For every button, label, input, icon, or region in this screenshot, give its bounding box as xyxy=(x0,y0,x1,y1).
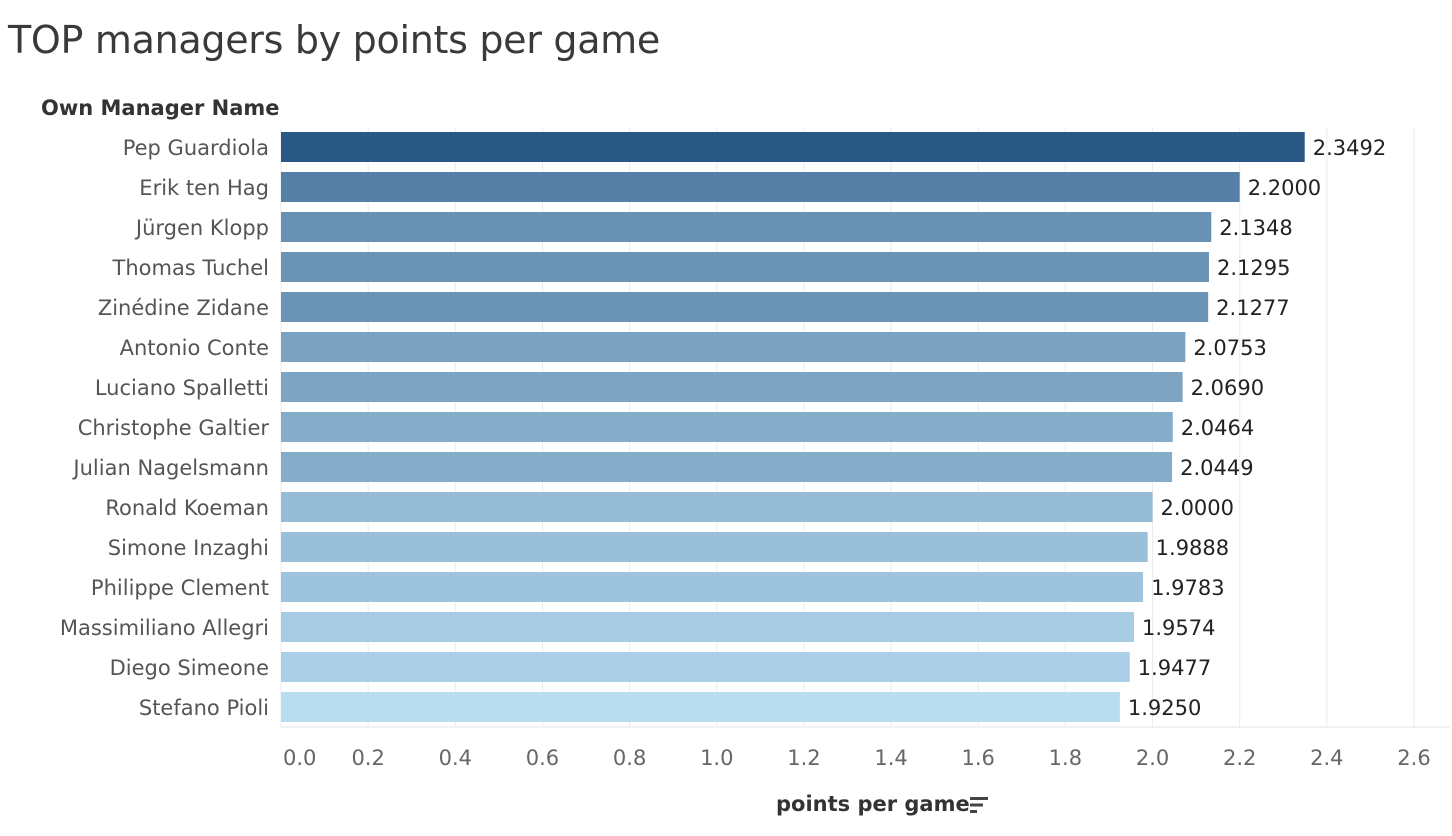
x-axis-title: points per game xyxy=(776,792,970,816)
bar[interactable] xyxy=(281,252,1209,282)
value-label: 2.1348 xyxy=(1219,216,1292,240)
category-label: Diego Simeone xyxy=(110,656,269,680)
x-tick-label: 2.0 xyxy=(1136,746,1169,770)
category-label: Luciano Spalletti xyxy=(95,376,269,400)
bar[interactable] xyxy=(281,292,1209,322)
chart-title: TOP managers by points per game xyxy=(8,18,660,62)
value-label: 2.1277 xyxy=(1216,296,1289,320)
value-label: 2.0690 xyxy=(1191,376,1264,400)
x-axis-ticks: 0.0 0.2 0.4 0.6 0.8 1.0 1.2 1.4 1.6 1.8 2.0 2.2 2.4 2… xyxy=(283,746,1431,770)
x-tick-label: 1.2 xyxy=(787,746,820,770)
bar[interactable] xyxy=(281,452,1173,482)
row-header: Own Manager Name xyxy=(41,96,280,120)
value-label: 2.0000 xyxy=(1161,496,1234,520)
category-label: Massimiliano Allegri xyxy=(60,616,269,640)
x-tick-label: 1.8 xyxy=(1049,746,1082,770)
category-label: Stefano Pioli xyxy=(139,696,269,720)
bar[interactable] xyxy=(281,212,1212,242)
bar[interactable] xyxy=(281,492,1153,522)
category-label: Simone Inzaghi xyxy=(108,536,269,560)
x-tick-label: 0.0 xyxy=(283,746,316,770)
x-tick-label: 1.0 xyxy=(700,746,733,770)
value-label: 1.9888 xyxy=(1156,536,1229,560)
bar[interactable] xyxy=(281,412,1173,442)
category-label: Thomas Tuchel xyxy=(112,256,270,280)
bar[interactable] xyxy=(281,652,1130,682)
x-tick-label: 0.4 xyxy=(439,746,472,770)
category-label: Pep Guardiola xyxy=(123,136,269,160)
x-tick-label: 0.6 xyxy=(526,746,559,770)
x-tick-label: 2.4 xyxy=(1310,746,1343,770)
category-label: Philippe Clement xyxy=(91,576,269,600)
x-tick-label: 0.2 xyxy=(351,746,384,770)
value-labels: 2.3492 2.2000 2.1348 2.1295 2.1277 2.0753 2.06… xyxy=(1128,136,1386,720)
value-label: 2.1295 xyxy=(1217,256,1290,280)
x-tick-label: 0.8 xyxy=(613,746,646,770)
category-labels: Pep Guardiola Erik ten Hag Jürgen Klopp Tho… xyxy=(60,136,269,720)
category-label: Julian Nagelsmann xyxy=(71,456,269,480)
bars xyxy=(281,132,1305,722)
value-label: 2.3492 xyxy=(1313,136,1386,160)
value-label: 2.0449 xyxy=(1180,456,1253,480)
category-label: Ronald Koeman xyxy=(105,496,269,520)
value-label: 1.9250 xyxy=(1128,696,1201,720)
category-label: Antonio Conte xyxy=(120,336,269,360)
bar[interactable] xyxy=(281,692,1120,722)
sort-descending-icon[interactable] xyxy=(970,795,990,815)
bar[interactable] xyxy=(281,132,1305,162)
x-tick-label: 2.6 xyxy=(1397,746,1430,770)
category-label: Erik ten Hag xyxy=(139,176,269,200)
value-label: 2.2000 xyxy=(1248,176,1321,200)
x-tick-label: 1.4 xyxy=(874,746,907,770)
value-label: 2.0464 xyxy=(1181,416,1254,440)
category-label: Christophe Galtier xyxy=(78,416,270,440)
bar[interactable] xyxy=(281,612,1134,642)
value-label: 1.9783 xyxy=(1151,576,1224,600)
bar[interactable] xyxy=(281,532,1148,562)
x-tick-label: 2.2 xyxy=(1223,746,1256,770)
value-label: 1.9477 xyxy=(1138,656,1211,680)
bar[interactable] xyxy=(281,172,1240,202)
bar[interactable] xyxy=(281,372,1183,402)
value-label: 1.9574 xyxy=(1142,616,1215,640)
value-label: 2.0753 xyxy=(1193,336,1266,360)
category-label: Zinédine Zidane xyxy=(98,296,269,320)
x-tick-label: 1.6 xyxy=(962,746,995,770)
bar[interactable] xyxy=(281,572,1144,602)
bar[interactable] xyxy=(281,332,1186,362)
category-label: Jürgen Klopp xyxy=(134,216,269,240)
